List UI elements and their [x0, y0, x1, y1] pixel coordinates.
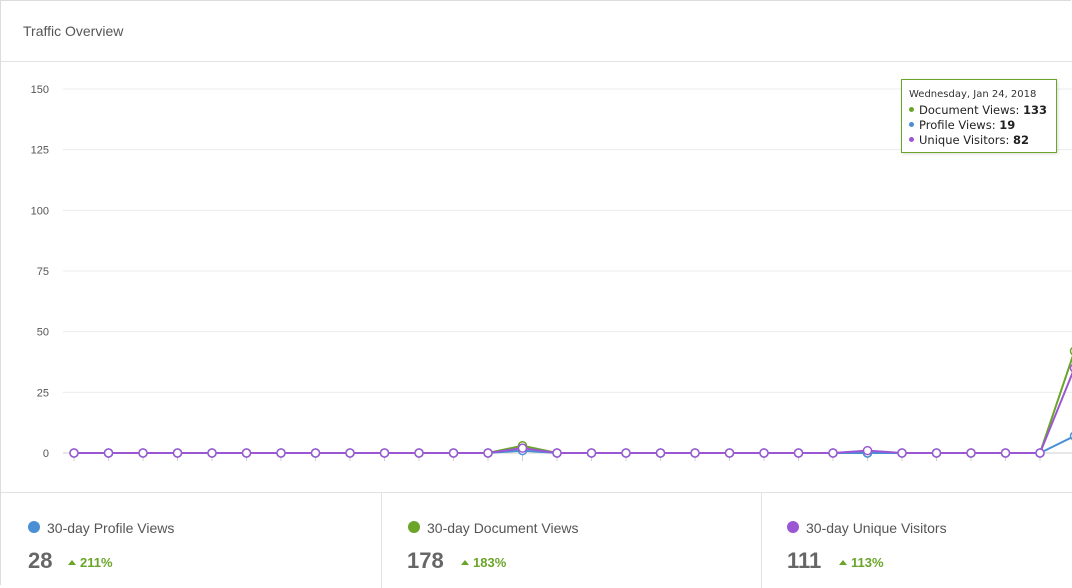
stat-value: 111: [787, 548, 821, 574]
stat-change: 211%: [68, 555, 113, 570]
tooltip-value: 19: [999, 118, 1015, 132]
tooltip-date: Wednesday, Jan 24, 2018: [909, 89, 1036, 100]
y-axis-tick-labels: 150 125 100 75 50 25 0: [31, 84, 49, 460]
series-points: [70, 125, 1072, 457]
visitors-dot-icon: [787, 521, 799, 533]
visitors-point: [588, 449, 596, 457]
series-lines: [74, 130, 1072, 453]
stat-change-value: 211%: [80, 555, 113, 570]
visitors-point: [105, 449, 113, 457]
stat-change-value: 113%: [851, 555, 884, 570]
stat-change-value: 183%: [473, 555, 506, 570]
stats-row: 30-day Profile Views 28 211% 30-day Docu…: [1, 492, 1072, 587]
visitors-point: [967, 449, 975, 457]
profile-bullet-icon: [909, 122, 914, 127]
stat-value: 28: [28, 548, 52, 574]
visitors-point: [277, 449, 285, 457]
visitors-point: [898, 449, 906, 457]
visitors-point: [70, 449, 78, 457]
chart-tooltip: Wednesday, Jan 24, 2018 Document Views: …: [901, 79, 1057, 153]
visitors-point: [208, 449, 216, 457]
y-tick-label: 125: [31, 145, 49, 157]
visitors-point: [1002, 449, 1010, 457]
panel-header: Traffic Overview: [1, 1, 1072, 62]
stat-document-views: 30-day Document Views 178 183%: [382, 493, 762, 588]
tooltip-row-profile: Profile Views: 19: [909, 118, 1015, 132]
visitors-point: [381, 449, 389, 457]
stat-label: 30-day Profile Views: [47, 520, 174, 536]
y-tick-label: 150: [31, 84, 49, 96]
visitors-series-line: [74, 254, 1072, 453]
visitors-point: [553, 449, 561, 457]
visitors-point: [795, 449, 803, 457]
panel-title: Traffic Overview: [23, 23, 123, 39]
stat-profile-views: 30-day Profile Views 28 211%: [1, 493, 382, 588]
profile-dot-icon: [28, 521, 40, 533]
tooltip-row-document: Document Views: 133: [909, 103, 1047, 117]
stat-unique-visitors: 30-day Unique Visitors 111 113%: [762, 493, 1072, 588]
visitors-point: [346, 449, 354, 457]
stat-label: 30-day Document Views: [427, 520, 578, 536]
tooltip-value: 82: [1013, 133, 1029, 147]
visitors-point: [312, 449, 320, 457]
x-axis-ticks: [74, 453, 1072, 461]
visitors-point: [484, 449, 492, 457]
visitors-point: [243, 449, 251, 457]
y-tick-label: 75: [37, 266, 49, 278]
visitors-point: [450, 449, 458, 457]
tooltip-label: Document Views:: [919, 103, 1019, 117]
visitors-point: [174, 449, 182, 457]
stat-label: 30-day Unique Visitors: [806, 520, 947, 536]
up-arrow-icon: [839, 560, 847, 565]
up-arrow-icon: [461, 560, 469, 565]
document-series-line: [74, 130, 1072, 453]
visitors-point: [691, 449, 699, 457]
visitors-point: [415, 449, 423, 457]
up-arrow-icon: [68, 560, 76, 565]
y-tick-label: 25: [37, 387, 49, 399]
profile-series-line: [74, 407, 1072, 453]
visitors-bullet-icon: [909, 137, 914, 142]
stat-value: 178: [407, 548, 444, 574]
visitors-point: [933, 449, 941, 457]
visitors-point: [139, 449, 147, 457]
visitors-point: [1036, 449, 1044, 457]
tooltip-row-visitors: Unique Visitors: 82: [909, 133, 1029, 147]
visitors-point: [864, 447, 872, 455]
visitors-point: [622, 449, 630, 457]
document-bullet-icon: [909, 107, 914, 112]
y-tick-label: 50: [37, 327, 49, 339]
tooltip-label: Profile Views:: [919, 118, 996, 132]
stat-change: 113%: [839, 555, 884, 570]
tooltip-label: Unique Visitors:: [919, 133, 1009, 147]
visitors-point: [726, 449, 734, 457]
stat-change: 183%: [461, 555, 506, 570]
visitors-point: [519, 444, 527, 452]
visitors-point: [657, 449, 665, 457]
y-tick-label: 0: [43, 448, 49, 460]
visitors-point: [760, 449, 768, 457]
document-dot-icon: [408, 521, 420, 533]
tooltip-value: 133: [1023, 103, 1047, 117]
visitors-point: [829, 449, 837, 457]
y-tick-label: 100: [31, 205, 49, 217]
